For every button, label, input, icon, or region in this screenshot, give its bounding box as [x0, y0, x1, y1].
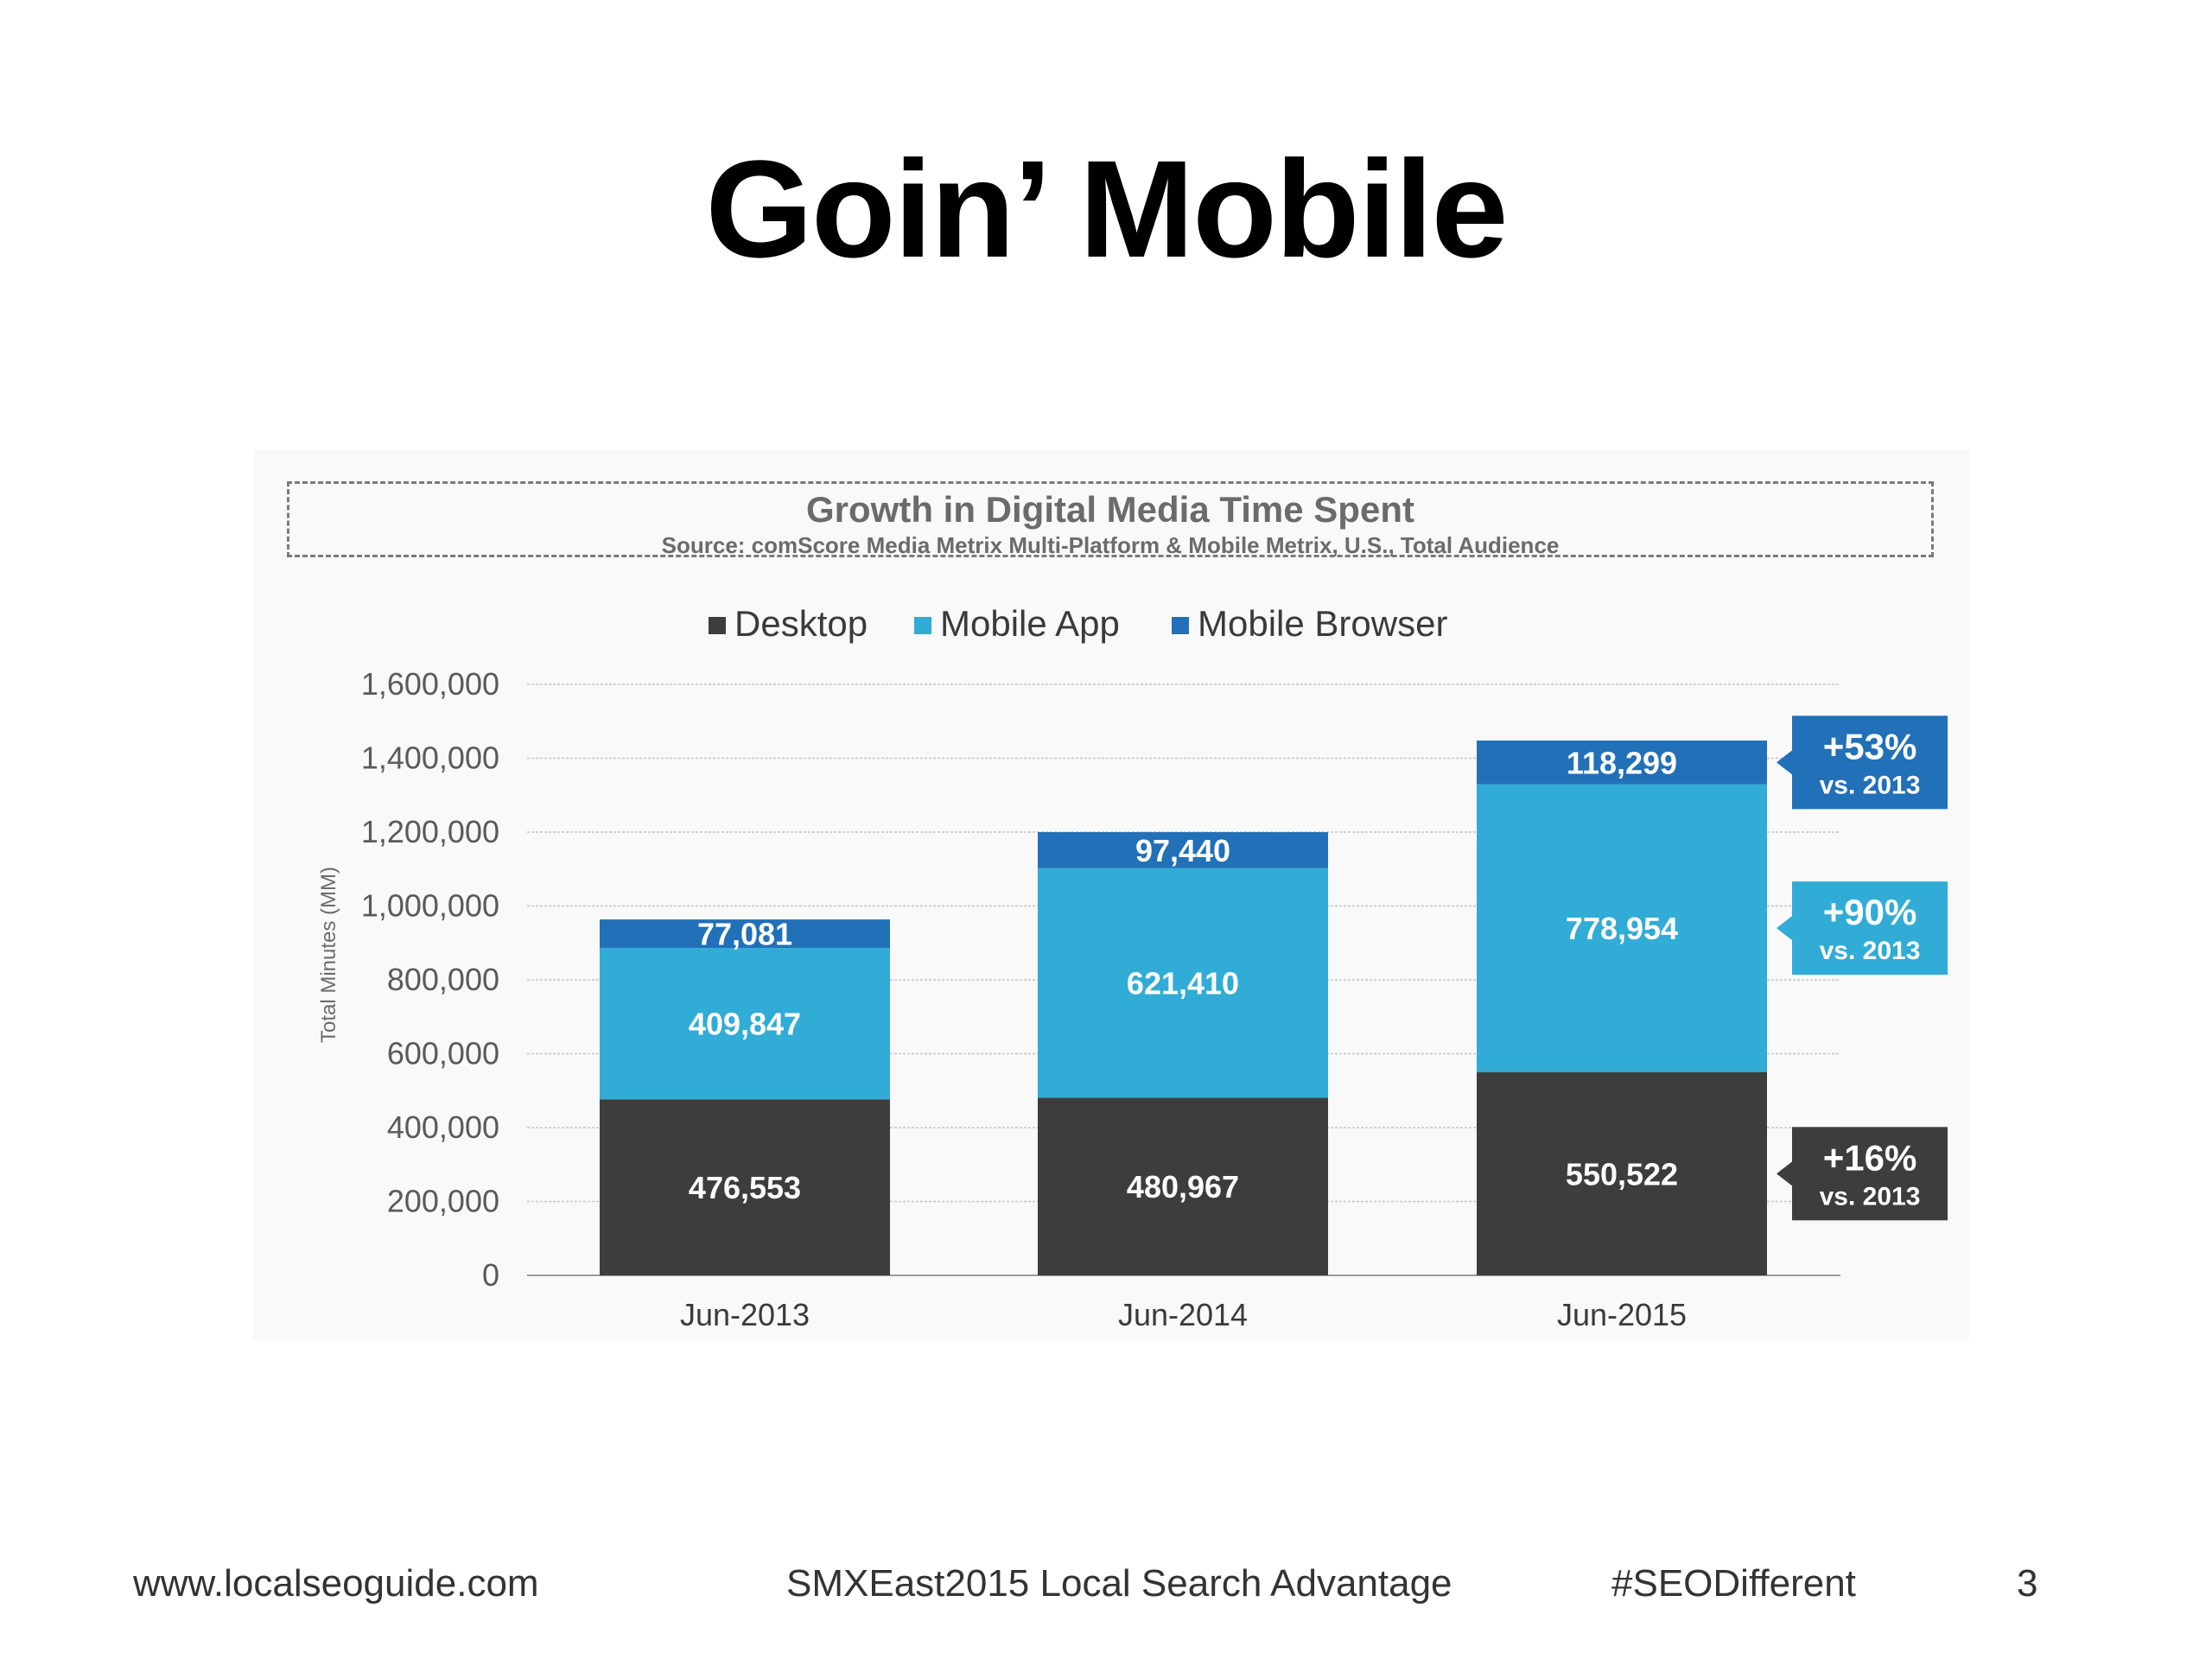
callout-percent: +16% — [1823, 1137, 1917, 1178]
y-tick-label: 600,000 — [387, 1036, 499, 1071]
x-tick-label: Jun-2015 — [1557, 1297, 1687, 1332]
y-tick-label: 0 — [482, 1257, 499, 1293]
y-tick-label: 1,000,000 — [361, 888, 499, 924]
data-label: 409,847 — [689, 1007, 801, 1042]
bar-segment — [1477, 741, 1767, 785]
callout-pointer — [1777, 916, 1792, 941]
chart-source: Source: comScore Media Metrix Multi-Plat… — [661, 532, 1560, 558]
data-label: 97,440 — [1135, 833, 1230, 868]
data-label: 77,081 — [697, 917, 792, 952]
footer-url: www.localseoguide.com — [133, 1562, 539, 1605]
callout-subtext: vs. 2013 — [1820, 937, 1921, 965]
data-label: 778,954 — [1566, 911, 1678, 946]
callout-box — [1792, 715, 1948, 810]
callout-subtext: vs. 2013 — [1820, 1182, 1921, 1211]
legend-label: Desktop — [734, 603, 868, 644]
y-tick-label: 1,600,000 — [361, 666, 499, 702]
bar-segment — [1038, 868, 1328, 1098]
legend-label: Mobile Browser — [1198, 603, 1447, 644]
data-label: 480,967 — [1127, 1169, 1239, 1205]
callout-box — [1792, 1127, 1948, 1221]
chart-header-box: Growth in Digital Media Time Spent Sourc… — [287, 481, 1934, 558]
y-tick-label: 200,000 — [387, 1184, 499, 1219]
legend-swatch — [1172, 617, 1189, 634]
callout-pointer — [1777, 1161, 1792, 1186]
bar-segment — [600, 948, 890, 1100]
callout-subtext: vs. 2013 — [1820, 771, 1921, 799]
x-tick-label: Jun-2013 — [680, 1297, 810, 1332]
callout-pointer — [1777, 750, 1792, 775]
y-tick-label: 400,000 — [387, 1109, 499, 1145]
y-axis-title: Total Minutes (MM) — [317, 867, 340, 1043]
x-tick-label: Jun-2014 — [1118, 1297, 1248, 1332]
bar-segment — [1477, 784, 1767, 1072]
bar-segment — [1038, 1097, 1328, 1275]
data-label: 621,410 — [1127, 966, 1239, 1001]
y-tick-label: 1,200,000 — [361, 814, 499, 849]
bar-segment — [600, 919, 890, 949]
slide-title: Goin’ Mobile — [705, 131, 1508, 286]
bar-segment — [600, 1099, 890, 1275]
data-label: 118,299 — [1567, 745, 1677, 780]
footer-hashtag: #SEODifferent — [1611, 1562, 1856, 1605]
data-label: 476,553 — [689, 1170, 801, 1205]
callout-percent: +53% — [1823, 726, 1917, 766]
callout-box — [1792, 881, 1948, 976]
chart-title: Growth in Digital Media Time Spent — [806, 489, 1414, 530]
y-tick-label: 1,400,000 — [361, 741, 499, 776]
callout-percent: +90% — [1823, 892, 1917, 932]
data-label: 550,522 — [1566, 1156, 1678, 1192]
bar-segment — [1038, 832, 1328, 868]
y-tick-label: 800,000 — [387, 962, 499, 997]
bar-segment — [1477, 1071, 1767, 1275]
legend-swatch — [709, 617, 726, 634]
footer-event-title: SMXEast2015 Local Search Advantage — [786, 1562, 1452, 1605]
legend-label: Mobile App — [940, 603, 1120, 644]
page-number: 3 — [2017, 1562, 2038, 1605]
legend-swatch — [914, 617, 931, 634]
